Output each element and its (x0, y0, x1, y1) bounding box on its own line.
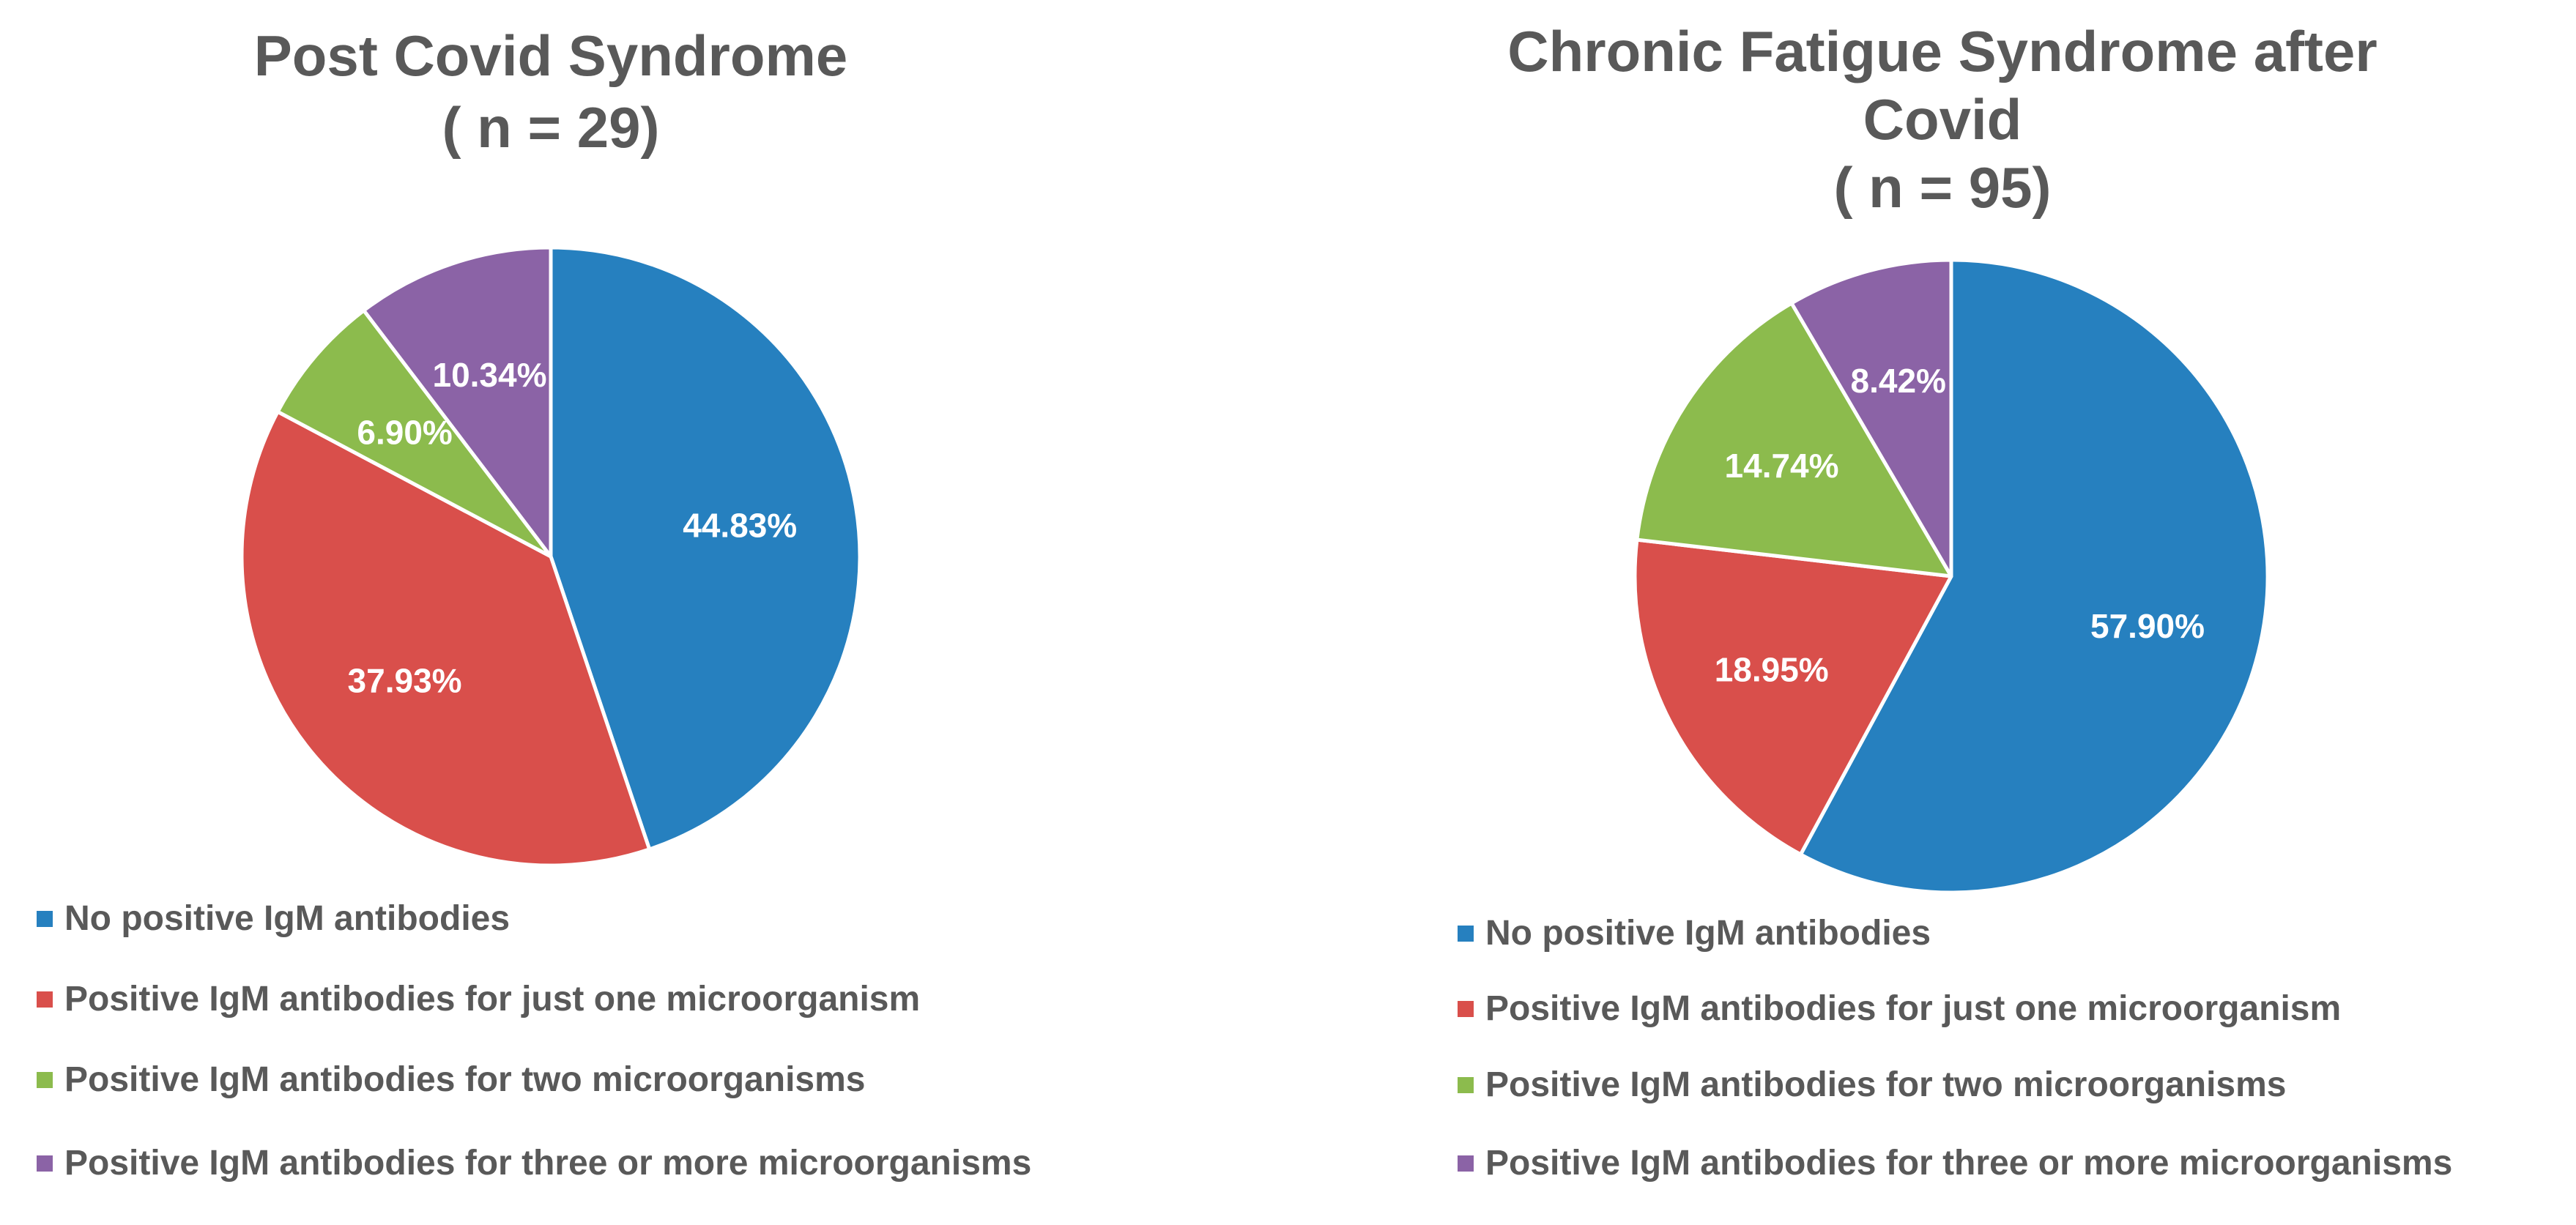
slice-one-microorganism (240, 409, 652, 868)
legend-swatch (37, 1155, 53, 1172)
data-label: 44.83% (683, 507, 797, 545)
legend-item-three-plus-microorganisms: Positive IgM antibodies for three or mor… (37, 1144, 1031, 1183)
legend-item-two-microorganisms: Positive IgM antibodies for two microorg… (37, 1060, 866, 1099)
data-label: 6.90% (357, 414, 452, 452)
slice-two-microorganisms (1635, 301, 1953, 578)
chart-title-line: Post Covid Syndrome (254, 23, 847, 88)
legend-item-three-plus-microorganisms: Positive IgM antibodies for three or mor… (1458, 1144, 2452, 1183)
pie-chart-post-covid: Post Covid Syndrome ( n = 29) 44.83% 37.9… (37, 23, 1031, 1183)
legend-item-no-positive: No positive IgM antibodies (37, 899, 510, 938)
legend-swatch (1458, 1155, 1474, 1172)
legend: No positive IgM antibodies Positive IgM a… (1458, 914, 2452, 1183)
data-label: 37.93% (348, 661, 462, 699)
slice-three-plus-microorganisms (362, 245, 553, 559)
legend-swatch (1458, 1077, 1474, 1093)
legend-label: Positive IgM antibodies for two microorg… (1485, 1065, 2287, 1104)
legend-label: Positive IgM antibodies for two microorg… (64, 1060, 866, 1099)
legend-swatch (37, 911, 53, 927)
legend-item-no-positive: No positive IgM antibodies (1458, 914, 1931, 953)
legend-swatch (37, 991, 53, 1008)
pie-chart-chronic-fatigue: Chronic Fatigue Syndrome after Covid ( n… (1458, 19, 2452, 1183)
slice-no-positive (1798, 258, 2270, 895)
legend-label: Positive IgM antibodies for three or mor… (1485, 1144, 2452, 1183)
legend-item-two-microorganisms: Positive IgM antibodies for two microorg… (1458, 1065, 2287, 1104)
legend-label: No positive IgM antibodies (1485, 914, 1931, 953)
data-label: 57.90% (2090, 607, 2205, 645)
legend-label: No positive IgM antibodies (64, 899, 510, 938)
legend-label: Positive IgM antibodies for just one mic… (64, 980, 920, 1019)
pie-slices: 57.90% 18.95% 14.74% 8.42% (1633, 258, 2270, 895)
chart-title-line: Covid (1863, 87, 2022, 152)
data-label: 14.74% (1725, 447, 1839, 485)
legend-swatch (1458, 1001, 1474, 1017)
data-label: 8.42% (1851, 362, 1946, 400)
chart-title-line: ( n = 95) (1834, 155, 2052, 220)
chart-title-line: Chronic Fatigue Syndrome after (1507, 19, 2378, 83)
slice-no-positive (549, 245, 862, 852)
legend-item-one-microorganism: Positive IgM antibodies for just one mic… (1458, 989, 2341, 1028)
legend-swatch (1458, 926, 1474, 942)
slice-three-plus-microorganisms (1789, 258, 1953, 578)
data-label: 18.95% (1715, 651, 1829, 689)
legend: No positive IgM antibodies Positive IgM a… (37, 899, 1031, 1183)
slice-one-microorganism (1633, 537, 1953, 857)
legend-item-one-microorganism: Positive IgM antibodies for just one mic… (37, 980, 920, 1019)
data-label: 10.34% (432, 356, 546, 394)
legend-swatch (37, 1072, 53, 1088)
chart-title-line: ( n = 29) (442, 95, 660, 160)
legend-label: Positive IgM antibodies for just one mic… (1485, 989, 2341, 1028)
legend-label: Positive IgM antibodies for three or mor… (64, 1144, 1031, 1183)
pie-slices: 44.83% 37.93% 6.90% 10.34% (240, 245, 862, 868)
slice-two-microorganisms (275, 308, 553, 559)
